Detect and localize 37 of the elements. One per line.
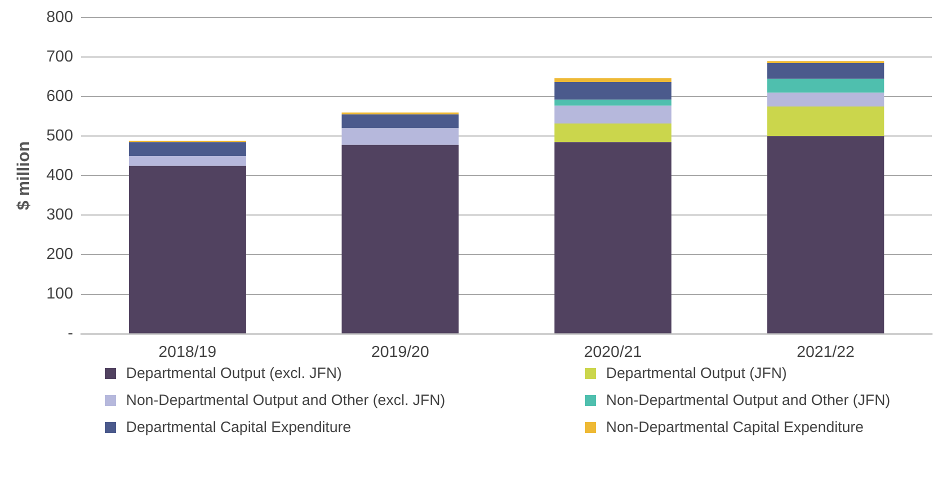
bar (128, 156, 246, 166)
bar (128, 166, 246, 334)
legend-label: Non-Departmental Capital Expenditure (606, 419, 864, 436)
bar (342, 128, 459, 145)
bar (342, 144, 459, 334)
bar (342, 114, 459, 128)
x-tick-label: 2021/22 (796, 344, 855, 361)
bar (554, 106, 672, 124)
bar (767, 136, 884, 334)
x-tick-label: 2019/20 (371, 344, 430, 361)
y-tick-label: 800 (46, 9, 74, 26)
x-tick-label: 2018/19 (158, 344, 216, 361)
bar (554, 82, 672, 100)
bar (767, 92, 884, 107)
bar (767, 63, 884, 79)
y-tick-label: 400 (46, 167, 74, 184)
y-tick-label: 700 (46, 48, 74, 66)
y-tick-label: 300 (46, 206, 74, 224)
x-tick-label: 2020/21 (584, 344, 642, 361)
bar (128, 142, 246, 156)
bar (554, 100, 672, 106)
bar (767, 78, 884, 93)
legend-label: Departmental Capital Expenditure (126, 419, 352, 436)
legend-label: Non-Departmental Output and Other (excl. JFN) (126, 392, 446, 409)
bar (554, 124, 672, 142)
y-tick-label: 500 (46, 128, 74, 145)
bar (767, 106, 884, 136)
y-tick-label: - (68, 325, 74, 342)
bar (554, 78, 672, 82)
legend-label: Departmental Output (excl. JFN) (126, 365, 342, 382)
legend-label: Departmental Output (JFN) (606, 365, 787, 382)
y-tick-label: 200 (46, 246, 74, 264)
legend-label: Non-Departmental Output and Other (JFN) (606, 392, 890, 409)
bar (554, 142, 672, 334)
y-axis-title: $ million (14, 141, 33, 210)
y-tick-label: 600 (46, 88, 74, 106)
y-tick-label: 100 (46, 286, 74, 303)
